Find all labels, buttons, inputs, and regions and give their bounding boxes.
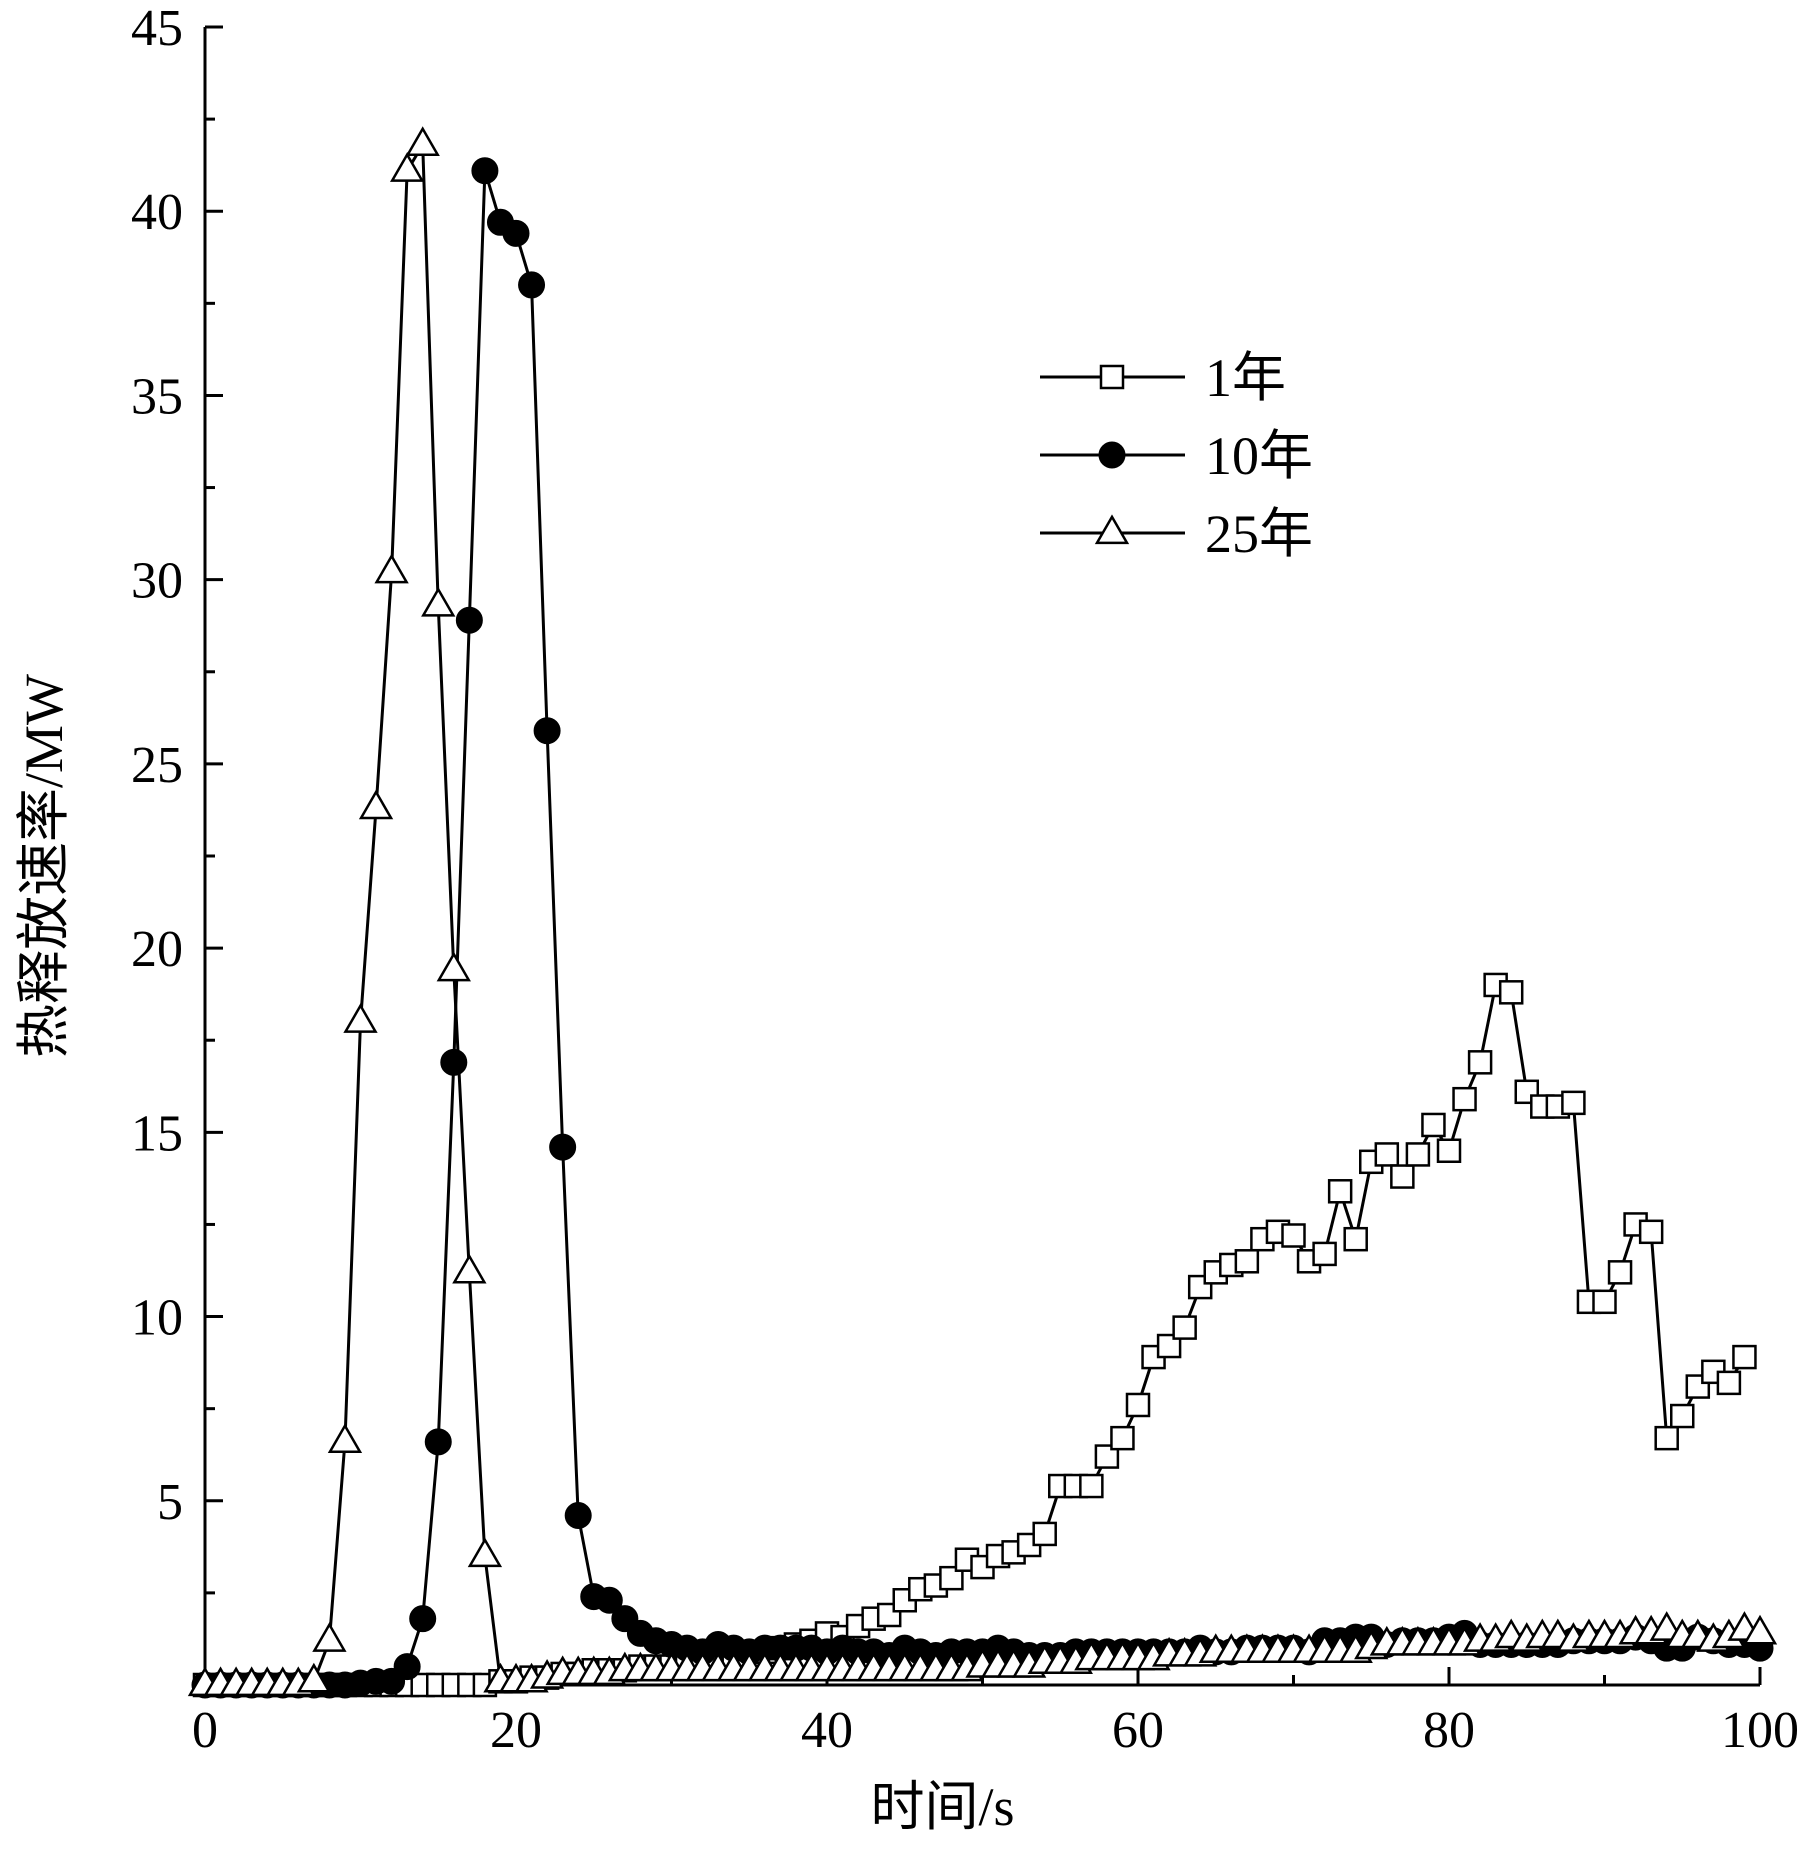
triangle-point	[452, 1253, 487, 1284]
series-1	[192, 972, 1757, 1698]
x-tick-label: 100	[1721, 1702, 1799, 1759]
triangle-point	[374, 553, 409, 584]
y-tick-label: 10	[131, 1290, 183, 1347]
circle-point	[440, 1048, 468, 1076]
square-point	[1079, 1473, 1104, 1499]
legend-triangle-icon	[1094, 514, 1130, 545]
x-tick-label: 60	[1112, 1702, 1164, 1759]
series-3	[187, 126, 1778, 1697]
square-point	[1172, 1315, 1197, 1340]
x-tick-label: 20	[490, 1702, 542, 1759]
square-point	[1094, 1444, 1120, 1469]
y-tick-label: 40	[131, 184, 183, 241]
circle-point	[424, 1428, 452, 1456]
square-point	[1327, 1179, 1353, 1204]
square-point	[1343, 1226, 1368, 1252]
y-tick-label: 25	[131, 737, 183, 794]
square-point	[1638, 1219, 1664, 1245]
series-line	[205, 170, 1761, 1687]
square-point	[1234, 1249, 1260, 1274]
circle-point	[409, 1605, 437, 1633]
legend-label: 25年	[1205, 504, 1313, 564]
square-point	[1312, 1241, 1337, 1267]
legend: 1年 10年 25年	[1040, 348, 1313, 564]
y-tick-label: 15	[131, 1105, 183, 1162]
circle-point	[502, 219, 530, 247]
legend-circle-icon	[1098, 441, 1126, 469]
y-axis-title: 热释放速率/MW	[14, 674, 74, 1058]
square-point	[1654, 1425, 1679, 1451]
square-point	[1421, 1112, 1446, 1138]
square-point	[1281, 1223, 1306, 1248]
square-point	[1110, 1425, 1135, 1451]
triangle-point	[327, 1423, 363, 1453]
y-tick-label: 30	[131, 553, 183, 610]
square-point	[1452, 1086, 1477, 1112]
square-point	[1405, 1142, 1431, 1167]
circle-point	[393, 1653, 421, 1681]
y-tick-label: 45	[131, 0, 183, 57]
circle-point	[549, 1133, 577, 1161]
legend-square-icon	[1099, 364, 1125, 390]
circle-point	[533, 717, 561, 745]
square-point	[1467, 1050, 1493, 1075]
triangle-point	[421, 586, 456, 617]
circle-point	[518, 271, 546, 299]
square-point	[1732, 1344, 1757, 1370]
series-2	[191, 157, 1774, 1699]
square-point	[1592, 1289, 1617, 1315]
circle-point	[471, 157, 499, 185]
x-axis-title: 时间/s	[870, 1777, 1014, 1837]
triangle-point	[296, 1662, 332, 1693]
square-point	[1125, 1392, 1151, 1418]
triangle-point	[405, 126, 440, 157]
square-point	[1032, 1521, 1057, 1547]
square-point	[1716, 1370, 1742, 1396]
square-point	[1561, 1090, 1586, 1116]
triangle-point	[467, 1537, 503, 1568]
legend-label: 1年	[1205, 348, 1286, 408]
triangle-point	[312, 1622, 347, 1652]
triangle-point	[1742, 1614, 1778, 1645]
square-point	[1156, 1333, 1182, 1359]
y-tick-label: 20	[131, 921, 183, 978]
series-layer	[187, 126, 1778, 1699]
square-point	[1607, 1260, 1633, 1285]
triangle-point	[389, 152, 425, 182]
legend-label: 10年	[1205, 426, 1313, 486]
square-point	[939, 1565, 964, 1591]
circle-point	[455, 606, 483, 634]
triangle-point	[436, 951, 471, 982]
y-tick-label: 35	[131, 368, 183, 425]
square-point	[1436, 1138, 1462, 1164]
circle-point	[564, 1502, 592, 1530]
square-point	[1374, 1142, 1400, 1167]
x-tick-label: 0	[192, 1702, 218, 1759]
square-point	[1670, 1403, 1695, 1429]
x-tick-label: 80	[1423, 1702, 1475, 1759]
triangle-point	[358, 789, 394, 820]
circle-point	[595, 1586, 623, 1614]
square-point	[1390, 1164, 1415, 1189]
series-line	[205, 982, 1746, 1687]
square-point	[1498, 980, 1524, 1005]
axis-ticks: 0 20 40 60 80 100 5 10 15 20 25 30 35 40 45	[131, 0, 1799, 1759]
triangle-point	[343, 1003, 378, 1033]
x-tick-label: 40	[801, 1702, 853, 1759]
y-tick-label: 5	[157, 1474, 183, 1531]
